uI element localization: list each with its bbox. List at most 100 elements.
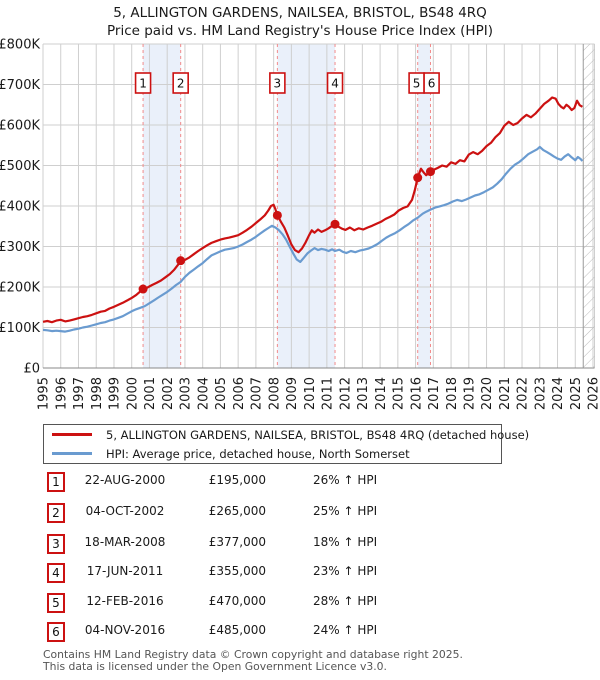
x-tick-label: 2015 bbox=[392, 377, 407, 410]
x-tick-label: 2020 bbox=[480, 377, 495, 410]
x-tick-label: 2008 bbox=[267, 377, 282, 410]
x-tick-label: 2018 bbox=[445, 377, 460, 410]
x-tick-label: 2012 bbox=[338, 377, 353, 410]
x-tick-label: 2009 bbox=[285, 377, 300, 410]
x-tick-label: 2023 bbox=[533, 377, 548, 410]
sale-hpi-delta: 26% ↑ HPI bbox=[313, 473, 378, 487]
legend-label: HPI: Average price, detached house, Nort… bbox=[106, 446, 410, 461]
sale-date: 18-MAR-2008 bbox=[84, 535, 166, 549]
sale-point bbox=[138, 284, 148, 294]
sale-point bbox=[330, 219, 340, 229]
table-row: 4 17-JUN-2011 £355,000 23% ↑ HPI bbox=[0, 563, 600, 583]
y-tick-label: £400K bbox=[0, 200, 40, 215]
x-tick-label: 2016 bbox=[409, 377, 424, 410]
sale-number-text: 6 bbox=[428, 77, 436, 91]
sale-date: 12-FEB-2016 bbox=[86, 594, 164, 608]
sale-price: £470,000 bbox=[208, 594, 266, 608]
sale-hpi-delta: 23% ↑ HPI bbox=[313, 564, 378, 578]
sale-number-text: 4 bbox=[331, 77, 339, 91]
sale-hpi-delta: 18% ↑ HPI bbox=[313, 535, 378, 549]
legend-item-property: 5, ALLINGTON GARDENS, NAILSEA, BRISTOL, … bbox=[52, 425, 529, 444]
y-tick-label: £500K bbox=[0, 159, 40, 174]
x-tick-label: 2022 bbox=[516, 377, 531, 410]
sale-number-badge: 2 bbox=[47, 503, 65, 523]
sale-price: £485,000 bbox=[208, 623, 266, 637]
x-tick-label: 1996 bbox=[54, 377, 69, 410]
x-tick-label: 2019 bbox=[463, 377, 478, 410]
table-row: 3 18-MAR-2008 £377,000 18% ↑ HPI bbox=[0, 534, 600, 554]
page-subtitle: Price paid vs. HM Land Registry's House … bbox=[107, 23, 493, 39]
x-tick-label: 2024 bbox=[551, 377, 566, 410]
x-tick-label: 2013 bbox=[356, 377, 371, 410]
sale-number-box bbox=[423, 72, 440, 94]
y-tick-label: £700K bbox=[0, 78, 40, 93]
sale-number-badge: 3 bbox=[47, 534, 65, 554]
x-tick-label: 2002 bbox=[161, 377, 176, 410]
y-tick-label: £300K bbox=[0, 240, 40, 255]
footer-line-2: This data is licensed under the Open Gov… bbox=[43, 660, 387, 673]
sale-number-badge: 5 bbox=[47, 593, 65, 613]
sale-point bbox=[425, 167, 435, 177]
x-tick-label: 1997 bbox=[72, 377, 87, 410]
x-tick-label: 2003 bbox=[179, 377, 194, 410]
hpi-line bbox=[42, 145, 584, 333]
sale-number-text: 1 bbox=[139, 77, 147, 91]
x-tick-label: 2025 bbox=[569, 377, 584, 410]
sale-number-text: 2 bbox=[177, 77, 185, 91]
legend-item-hpi: HPI: Average price, detached house, Nort… bbox=[52, 444, 410, 463]
x-tick-label: 2007 bbox=[250, 377, 265, 410]
x-tick-label: 2021 bbox=[498, 377, 513, 410]
hatch-fill bbox=[583, 44, 595, 368]
x-tick-label: 1995 bbox=[37, 377, 52, 410]
sale-hpi-delta: 24% ↑ HPI bbox=[313, 623, 378, 637]
table-row: 2 04-OCT-2002 £265,000 25% ↑ HPI bbox=[0, 503, 600, 523]
x-tick-label: 1998 bbox=[90, 377, 105, 410]
sale-number-badge: 1 bbox=[47, 472, 65, 492]
future-hatch-region bbox=[582, 44, 595, 368]
sale-price: £377,000 bbox=[208, 535, 266, 549]
x-tick-label: 2006 bbox=[232, 377, 247, 410]
page-title: 5, ALLINGTON GARDENS, NAILSEA, BRISTOL, … bbox=[113, 5, 487, 21]
sale-point bbox=[272, 210, 282, 220]
sale-point bbox=[413, 173, 423, 183]
sale-number-box bbox=[134, 72, 152, 94]
sale-date: 04-OCT-2002 bbox=[85, 504, 165, 518]
sale-number-box bbox=[326, 72, 344, 94]
hpi-line-swatch bbox=[52, 452, 92, 455]
y-axis-labels: £0 £100K £200K £300K £400K £500K £600K £700K £80… bbox=[0, 38, 40, 377]
x-tick-label: 1999 bbox=[108, 377, 123, 410]
sale-date: 04-NOV-2016 bbox=[84, 623, 166, 637]
sale-price: £195,000 bbox=[208, 473, 266, 487]
table-row: 5 12-FEB-2016 £470,000 28% ↑ HPI bbox=[0, 593, 600, 613]
x-tick-label: 2010 bbox=[303, 377, 318, 410]
property-line-swatch bbox=[52, 433, 92, 436]
sale-price: £355,000 bbox=[208, 564, 266, 578]
y-tick-label: £100K bbox=[0, 321, 40, 336]
table-row: 1 22-AUG-2000 £195,000 26% ↑ HPI bbox=[0, 472, 600, 492]
legend: 5, ALLINGTON GARDENS, NAILSEA, BRISTOL, … bbox=[43, 424, 529, 464]
sale-number-box bbox=[269, 72, 286, 94]
sale-number-badge: 6 bbox=[47, 622, 65, 642]
sale-date: 17-JUN-2011 bbox=[86, 564, 164, 578]
sale-point bbox=[176, 256, 186, 266]
chart-grid bbox=[42, 43, 595, 369]
sale-dashed-lines bbox=[142, 44, 431, 368]
sale-hpi-delta: 25% ↑ HPI bbox=[313, 504, 378, 518]
x-tick-label: 2011 bbox=[321, 377, 336, 410]
sale-hpi-delta: 28% ↑ HPI bbox=[313, 594, 378, 608]
x-axis-labels: 1995 1996 1997 1998 1999 2000 2001 2002 2003 2004… bbox=[37, 377, 600, 410]
sale-number-text: 3 bbox=[274, 77, 282, 91]
legend-label: 5, ALLINGTON GARDENS, NAILSEA, BRISTOL, … bbox=[106, 427, 530, 442]
y-tick-label: £800K bbox=[0, 38, 40, 53]
sale-price: £265,000 bbox=[208, 504, 266, 518]
sale-number-badge: 4 bbox=[47, 563, 65, 583]
sale-markers bbox=[138, 167, 435, 294]
x-tick-label: 2001 bbox=[143, 377, 158, 410]
table-row: 6 04-NOV-2016 £485,000 24% ↑ HPI bbox=[0, 622, 600, 642]
sale-number-box bbox=[172, 72, 189, 94]
y-tick-label: £600K bbox=[0, 119, 40, 134]
footer-line-1: Contains HM Land Registry data © Crown c… bbox=[43, 648, 463, 661]
